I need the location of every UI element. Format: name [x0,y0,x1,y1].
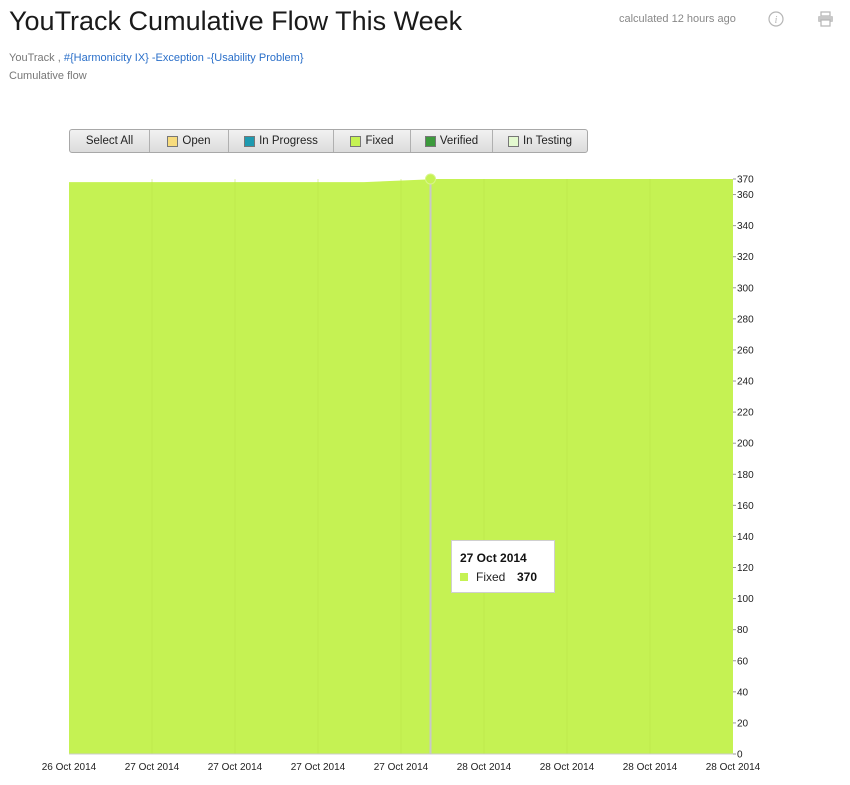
y-tick-label: 60 [737,656,749,667]
legend-label: Open [182,135,211,147]
chart-subtitle: Cumulative flow [9,70,87,82]
legend-verified-button[interactable]: Verified [411,130,493,152]
y-tick-label: 300 [737,283,754,294]
y-tick-label: 260 [737,345,754,356]
y-tick-label: 20 [737,718,749,729]
page-title: YouTrack Cumulative Flow This Week [9,6,463,36]
x-tick-label: 28 Oct 2014 [457,762,512,773]
legend-fixed-button[interactable]: Fixed [334,130,411,152]
y-tick-label: 0 [737,750,743,761]
legend-label: In Testing [522,135,572,147]
filter-line: YouTrack , #{Harmonicity IX} -Exception … [9,52,304,64]
verified-swatch [424,135,436,147]
open-swatch [167,135,179,147]
y-tick-label: 200 [737,439,754,450]
x-tick-label: 28 Oct 2014 [623,762,678,773]
calculated-timestamp: calculated 12 hours ago [619,13,736,25]
legend-label: In Progress [259,135,318,147]
y-tick-label: 220 [737,408,754,419]
svg-text:i: i [775,15,778,26]
hover-point-marker[interactable] [425,173,436,185]
tooltip-series: Fixed [476,570,506,584]
y-tick-label: 40 [737,687,749,698]
y-tick-label: 240 [737,377,754,388]
info-icon[interactable]: i [768,11,784,27]
y-tick-label: 180 [737,470,754,481]
select-all-label: Select All [85,135,134,147]
query-link[interactable]: #{Harmonicity IX} -Exception -{Usability… [63,52,304,64]
x-tick-label: 27 Oct 2014 [291,762,346,773]
in-progress-swatch [244,135,256,147]
tooltip-value: 370 [517,570,538,584]
y-tick-label: 320 [737,252,754,263]
legend-in-testing-button[interactable]: In Testing [493,130,587,152]
y-tick-label: 340 [737,221,754,232]
x-tick-label: 27 Oct 2014 [125,762,180,773]
fixed-swatch [350,135,362,147]
chart-tooltip: 27 Oct 2014 Fixed 370 [451,540,555,593]
y-tick-label: 120 [737,563,754,574]
x-tick-label: 26 Oct 2014 [42,762,97,773]
y-tick-label: 140 [737,532,754,543]
x-tick-label: 27 Oct 2014 [374,762,429,773]
y-tick-label: 280 [737,314,754,325]
x-tick-label: 28 Oct 2014 [540,762,595,773]
legend-label: Fixed [365,135,394,147]
tooltip-swatch [460,573,468,581]
y-tick-label: 100 [737,594,754,605]
y-tick-label: 80 [737,625,749,636]
source-label: YouTrack , [9,52,61,64]
print-icon[interactable] [817,11,834,27]
x-tick-label: 28 Oct 2014 [706,762,761,773]
legend-in-progress-button[interactable]: In Progress [229,130,334,152]
y-tick-label: 360 [737,190,754,201]
legend-label: Verified [439,135,479,147]
legend-toolbar: Select All Open In Progress Fixed Verifi… [69,129,588,153]
tooltip-date: 27 Oct 2014 [460,551,527,565]
x-tick-label: 27 Oct 2014 [208,762,263,773]
y-tick-label: 370 [737,175,754,186]
legend-open-button[interactable]: Open [150,130,229,152]
select-all-button[interactable]: Select All [70,130,150,152]
y-tick-label: 160 [737,501,754,512]
in-testing-swatch [507,135,519,147]
